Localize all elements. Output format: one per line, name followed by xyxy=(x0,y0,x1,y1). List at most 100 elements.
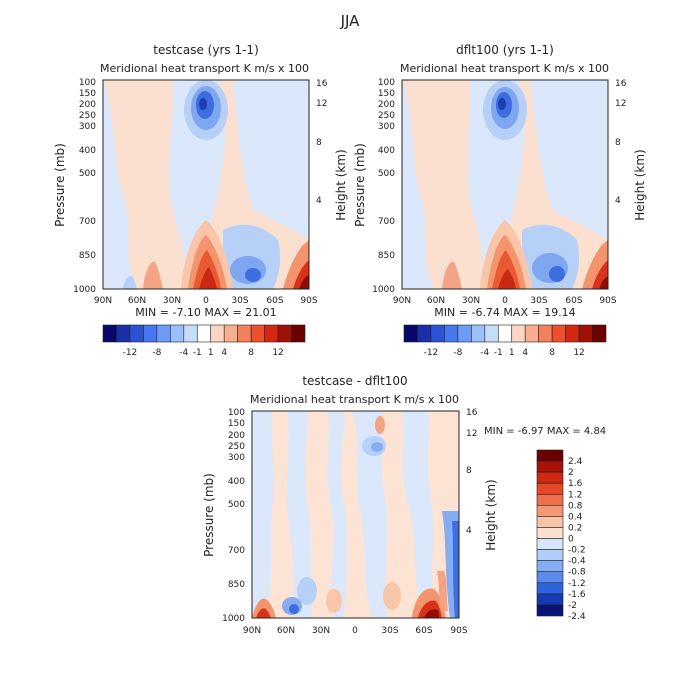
y-tick-label: 150 xyxy=(228,419,245,429)
colorbar-label: -0.2 xyxy=(568,546,586,556)
y-right-axis-label: Height (km) xyxy=(484,479,498,550)
colorbar-swatch xyxy=(565,324,580,343)
colorbar-swatch xyxy=(536,560,564,573)
panel-title: testcase (yrs 1-1) xyxy=(153,43,259,57)
colorbar-swatch xyxy=(143,324,158,343)
colorbar-label: 1 xyxy=(509,348,515,358)
colorbar-swatch xyxy=(210,324,225,343)
y-right-tick-label: 12 xyxy=(316,99,327,109)
colorbar-swatch xyxy=(156,324,171,343)
colorbar-label: 1 xyxy=(208,348,214,358)
x-tick-label: 30N xyxy=(462,296,480,306)
panel-title: testcase - dflt100 xyxy=(302,374,407,388)
panel-units: K m/s x 100 xyxy=(544,62,609,75)
colorbar-swatch xyxy=(116,324,131,343)
y-axis-label: Pressure (mb) xyxy=(353,143,367,227)
colorbar-swatch xyxy=(277,324,292,343)
colorbar-label: -1 xyxy=(494,348,503,358)
y-tick-label: 500 xyxy=(79,169,96,179)
x-tick-label: 90S xyxy=(300,296,317,306)
colorbar-swatch xyxy=(536,571,564,584)
colorbar-swatch xyxy=(536,593,564,606)
y-right-tick-label: 8 xyxy=(316,138,322,148)
colorbar-swatch xyxy=(250,324,265,343)
x-tick-label: 90N xyxy=(94,296,112,306)
y-tick-label: 300 xyxy=(79,122,96,132)
y-tick-label: 150 xyxy=(79,89,96,99)
colorbar-label: 0.2 xyxy=(568,523,582,533)
colorbar-label: -2.4 xyxy=(568,612,586,622)
min-max-stats: MIN = -6.97 MAX = 4.84 xyxy=(484,426,606,437)
colorbar-swatch xyxy=(538,324,553,343)
y-right-tick-label: 16 xyxy=(316,79,328,89)
colorbar-label: -1.2 xyxy=(568,579,586,589)
y-tick-label: 500 xyxy=(378,169,395,179)
colorbar-swatch xyxy=(497,324,513,343)
y-tick-label: 250 xyxy=(79,111,96,121)
colorbar-swatch xyxy=(536,460,564,473)
y-tick-label: 150 xyxy=(378,89,395,99)
colorbar-swatch xyxy=(457,324,472,343)
x-tick-label: 0 xyxy=(502,296,508,306)
panel-subtitle: Meridional heat transport xyxy=(100,62,241,75)
y-right-tick-label: 4 xyxy=(615,196,621,206)
y-tick-label: 250 xyxy=(228,442,245,452)
colorbar-swatch xyxy=(102,324,117,343)
colorbar-swatch xyxy=(444,324,459,343)
y-right-tick-label: 16 xyxy=(466,408,478,418)
x-tick-label: 60N xyxy=(277,626,295,636)
colorbar-swatch xyxy=(536,449,564,462)
y-tick-label: 400 xyxy=(228,477,245,487)
colorbar-swatch xyxy=(551,324,566,343)
y-tick-label: 250 xyxy=(378,111,395,121)
figure-title: JJA xyxy=(340,12,361,30)
colorbar-swatch xyxy=(536,582,564,595)
colorbar-swatch xyxy=(592,324,607,343)
colorbar-label: 1.6 xyxy=(568,479,583,489)
y-right-tick-label: 16 xyxy=(615,79,627,89)
colorbar-swatch xyxy=(223,324,238,343)
colorbar-swatch xyxy=(536,505,564,517)
y-right-tick-label: 4 xyxy=(466,526,472,536)
x-tick-label: 30S xyxy=(231,296,248,306)
panel-testcase: testcase (yrs 1-1) Meridional heat trans… xyxy=(53,43,348,358)
y-tick-label: 700 xyxy=(228,546,245,556)
x-tick-label: 60S xyxy=(415,626,432,636)
colorbar-swatch xyxy=(484,324,499,343)
colorbar-swatch xyxy=(183,324,198,343)
colorbar-label: -1.6 xyxy=(568,590,586,600)
colorbar-label: -4 xyxy=(480,348,489,358)
x-tick-label: 30S xyxy=(530,296,547,306)
y-right-axis-label: Height (km) xyxy=(334,149,348,220)
colorbar-swatch xyxy=(129,324,144,343)
colorbar-label: 2.4 xyxy=(568,457,583,467)
colorbar-label: 1.2 xyxy=(568,490,582,500)
x-tick-label: 90N xyxy=(243,626,261,636)
colorbar: -12 -8 -4 -1 1 4 8 12 xyxy=(403,324,607,358)
x-tick-label: 60S xyxy=(565,296,582,306)
panel-units: K m/s x 100 xyxy=(394,393,459,406)
colorbar-label: -8 xyxy=(453,348,462,358)
panel-units: K m/s x 100 xyxy=(244,62,309,75)
colorbar-label: -4 xyxy=(179,348,188,358)
y-tick-label: 700 xyxy=(378,217,395,227)
colorbar-label: 8 xyxy=(248,348,254,358)
colorbar-swatch xyxy=(264,324,279,343)
x-tick-label: 60S xyxy=(266,296,283,306)
colorbar-label: -1 xyxy=(193,348,202,358)
y-tick-label: 850 xyxy=(79,251,96,261)
y-tick-label: 700 xyxy=(79,217,96,227)
y-tick-label: 1000 xyxy=(372,285,395,295)
heatmap-plot xyxy=(252,411,459,618)
colorbar-swatch xyxy=(536,471,564,484)
colorbar-label: -2 xyxy=(568,601,577,611)
y-right-tick-label: 4 xyxy=(316,196,322,206)
colorbar-swatch xyxy=(170,324,185,343)
colorbar-swatch xyxy=(536,516,564,528)
y-right-tick-label: 8 xyxy=(466,466,472,476)
x-tick-label: 60N xyxy=(427,296,445,306)
x-tick-label: 60N xyxy=(128,296,146,306)
panel-difference: testcase - dflt100 Meridional heat trans… xyxy=(202,374,606,636)
colorbar-label: 4 xyxy=(221,348,227,358)
colorbar-label: 2 xyxy=(568,468,574,478)
